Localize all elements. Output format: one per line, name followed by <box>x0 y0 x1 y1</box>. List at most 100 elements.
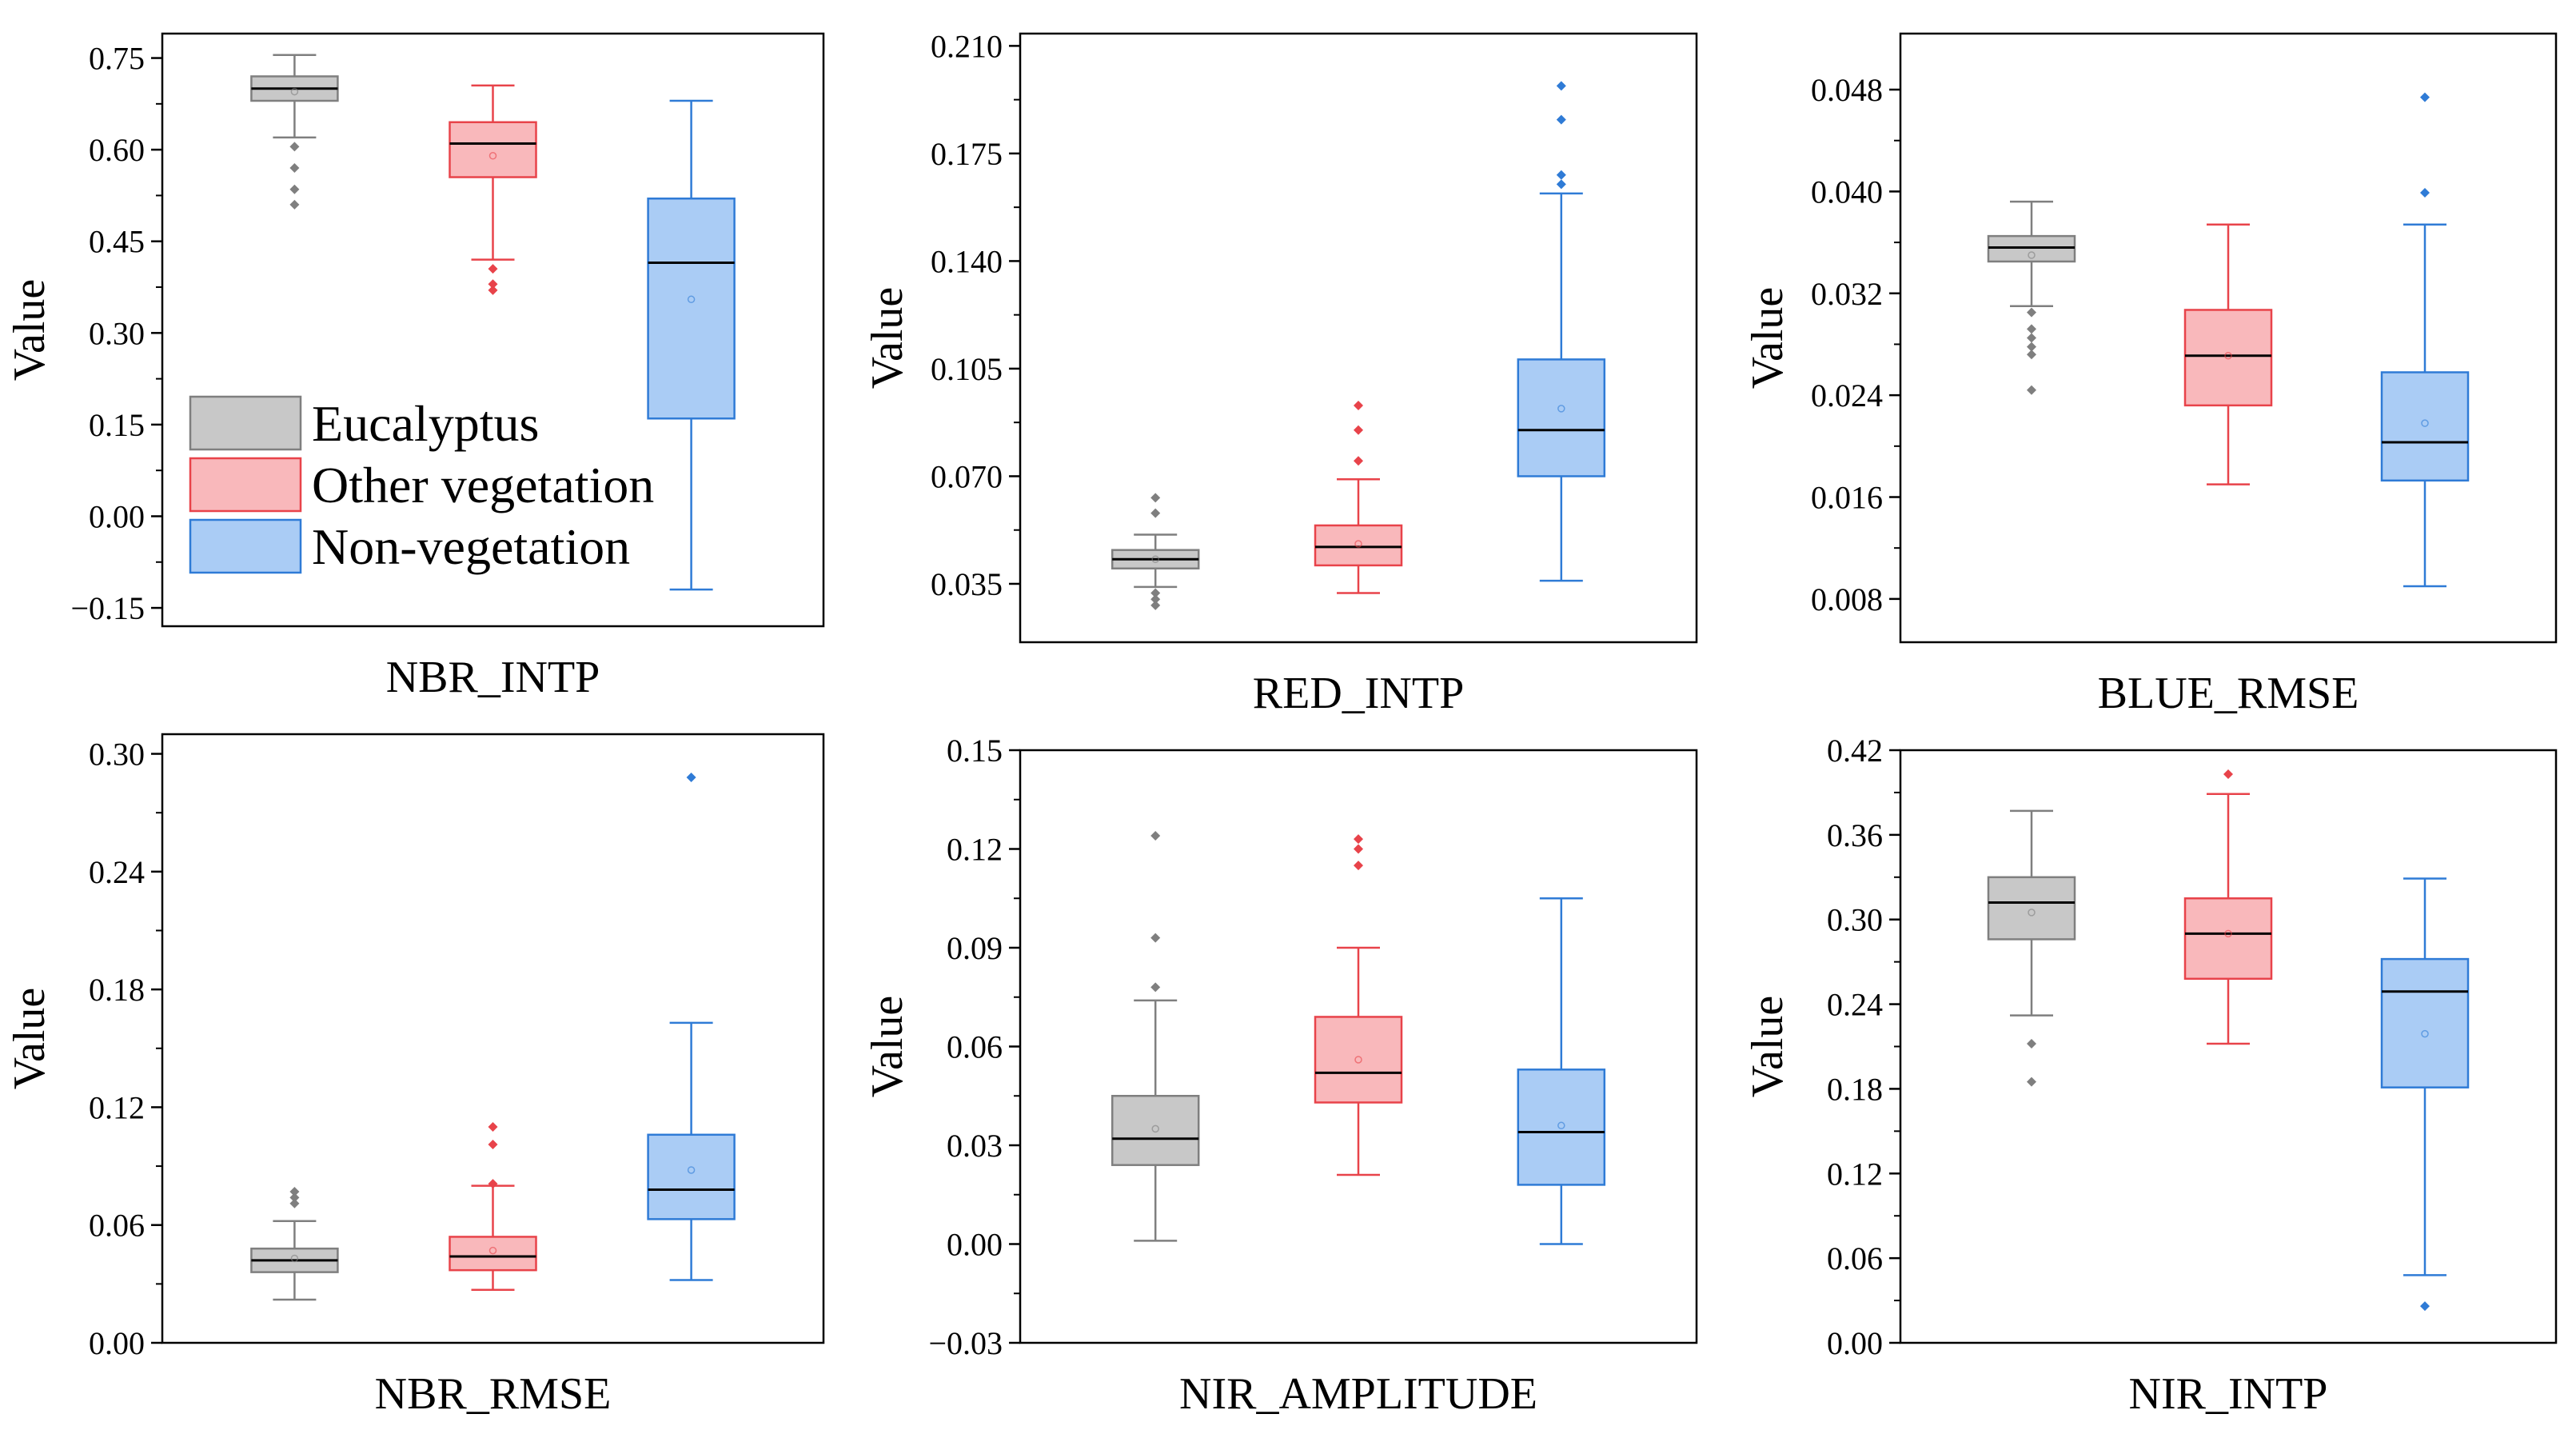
legend-label: Non-vegetation <box>312 518 630 575</box>
outlier-point <box>1354 834 1363 845</box>
outlier-point <box>2027 1038 2036 1049</box>
box-other-vegetation <box>1314 401 1403 594</box>
outlier-point <box>1354 401 1363 411</box>
outlier-point <box>1150 982 1161 993</box>
outlier-point <box>1556 179 1566 190</box>
panel-nir-intp: 0.00 0.06 0.12 0.18 0.24 0.30 0.36 0.42 Value NIR… <box>1743 733 2558 1419</box>
y-tick-label: 0.008 <box>1811 581 1883 617</box>
y-tick-label: 0.15 <box>947 733 1003 769</box>
y-tick-label: 0.210 <box>931 28 1003 64</box>
mean-marker <box>2224 352 2232 360</box>
box-non-vegetation <box>1517 897 1606 1245</box>
plot-frame <box>161 32 825 628</box>
iqr-box <box>1987 876 2076 941</box>
outlier-point <box>488 285 498 295</box>
y-axis-title: Value <box>863 996 912 1098</box>
iqr-box <box>449 121 537 178</box>
y-tick-label: 0.24 <box>1827 987 1883 1023</box>
y-tick-label: 0.06 <box>1827 1240 1883 1276</box>
y-tick-label: 0.24 <box>89 854 145 890</box>
legend-item: Non-vegetation <box>189 518 630 575</box>
mean-marker <box>2028 251 2036 259</box>
outlier-point <box>1354 861 1363 871</box>
y-tick-label: 0.30 <box>1827 902 1883 938</box>
box-other-vegetation <box>1314 834 1403 1176</box>
box-non-vegetation <box>647 773 736 1281</box>
mean-marker <box>1354 540 1362 548</box>
iqr-box <box>1314 1016 1403 1104</box>
mean-marker <box>1557 1121 1565 1130</box>
mean-marker <box>2421 419 2429 427</box>
x-axis-label: NIR_INTP <box>2129 1369 2328 1419</box>
box-non-vegetation <box>1517 81 1606 582</box>
y-tick-label: 0.12 <box>89 1089 145 1125</box>
mean-marker <box>290 1254 299 1263</box>
outlier-point <box>2027 324 2036 334</box>
plot-frame <box>1019 32 1698 644</box>
y-tick-label: 0.048 <box>1811 72 1883 108</box>
outlier-point <box>1556 114 1566 125</box>
outlier-point <box>1150 933 1161 943</box>
box-eucalyptus <box>250 1186 339 1301</box>
y-tick-label: 0.035 <box>931 566 1003 602</box>
outlier-point <box>2027 342 2036 352</box>
box-eucalyptus <box>1111 831 1200 1242</box>
outlier-point <box>1354 425 1363 435</box>
plot-frame <box>1899 32 2558 644</box>
y-tick-label: 0.00 <box>89 1325 145 1361</box>
box-eucalyptus <box>1111 493 1200 610</box>
outlier-point <box>289 184 300 194</box>
y-tick-label: 0.06 <box>89 1208 145 1244</box>
outlier-point <box>289 1192 300 1203</box>
outlier-point <box>1150 594 1161 605</box>
outlier-point <box>1150 493 1161 503</box>
outlier-point <box>488 1140 498 1150</box>
x-axis-label: NIR_AMPLITUDE <box>1179 1369 1537 1419</box>
outlier-point <box>488 279 498 290</box>
outlier-point <box>1150 831 1161 841</box>
box-eucalyptus <box>250 54 339 210</box>
outlier-point <box>1556 81 1566 91</box>
mean-marker <box>488 1246 497 1255</box>
y-tick-label: 0.12 <box>947 832 1003 868</box>
outlier-point <box>2027 385 2036 395</box>
mean-marker <box>2028 909 2036 917</box>
box-non-vegetation <box>647 99 736 591</box>
y-tick-label: 0.12 <box>1827 1156 1883 1192</box>
outlier-point <box>2027 333 2036 343</box>
mean-marker <box>1354 1056 1362 1064</box>
y-tick-label: 0.03 <box>947 1128 1003 1164</box>
iqr-box <box>2380 957 2470 1088</box>
outlier-point <box>2223 769 2233 779</box>
y-tick-label: 0.00 <box>947 1227 1003 1263</box>
box-other-vegetation <box>449 84 537 295</box>
iqr-box <box>1517 1069 1606 1186</box>
y-tick-label: 0.30 <box>89 315 145 351</box>
y-tick-label: 0.09 <box>947 930 1003 966</box>
box-eucalyptus <box>1987 200 2076 395</box>
y-axis-title: Value <box>5 988 54 1090</box>
box-other-vegetation <box>2183 223 2273 485</box>
legend-swatch <box>189 395 302 451</box>
box-other-vegetation <box>449 1121 537 1291</box>
box-other-vegetation <box>2183 769 2273 1045</box>
y-tick-label: 0.032 <box>1811 276 1883 312</box>
y-axis-title: Value <box>5 279 54 381</box>
box-non-vegetation <box>2380 92 2470 588</box>
y-tick-label: 0.140 <box>931 243 1003 279</box>
x-axis-label: BLUE_RMSE <box>2098 669 2359 718</box>
y-tick-label: 0.15 <box>89 407 145 443</box>
mean-marker <box>2421 1029 2429 1038</box>
y-axis-title: Value <box>1743 996 1792 1098</box>
y-tick-label: 0.06 <box>947 1029 1003 1065</box>
y-tick-label: 0.36 <box>1827 817 1883 853</box>
outlier-point <box>289 199 300 210</box>
iqr-box <box>647 198 736 420</box>
panel-red-intp: 0.035 0.070 0.105 0.140 0.175 0.210 Value RED_I… <box>863 28 1698 718</box>
panel-blue-rmse: 0.008 0.016 0.024 0.032 0.040 0.048 Value BLUE_… <box>1743 32 2558 718</box>
x-axis-label: NBR_INTP <box>386 653 600 702</box>
y-axis-title: Value <box>1743 287 1792 389</box>
box-eucalyptus <box>1987 809 2076 1087</box>
